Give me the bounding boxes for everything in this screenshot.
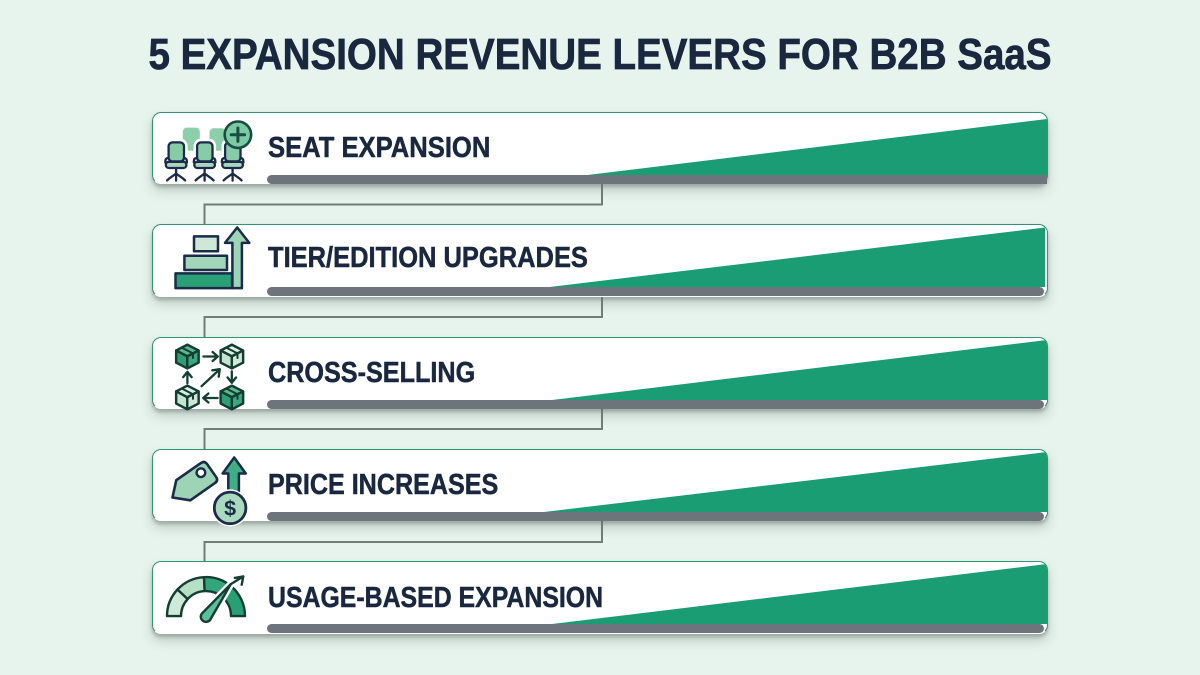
svg-text:$: $ bbox=[224, 497, 236, 521]
